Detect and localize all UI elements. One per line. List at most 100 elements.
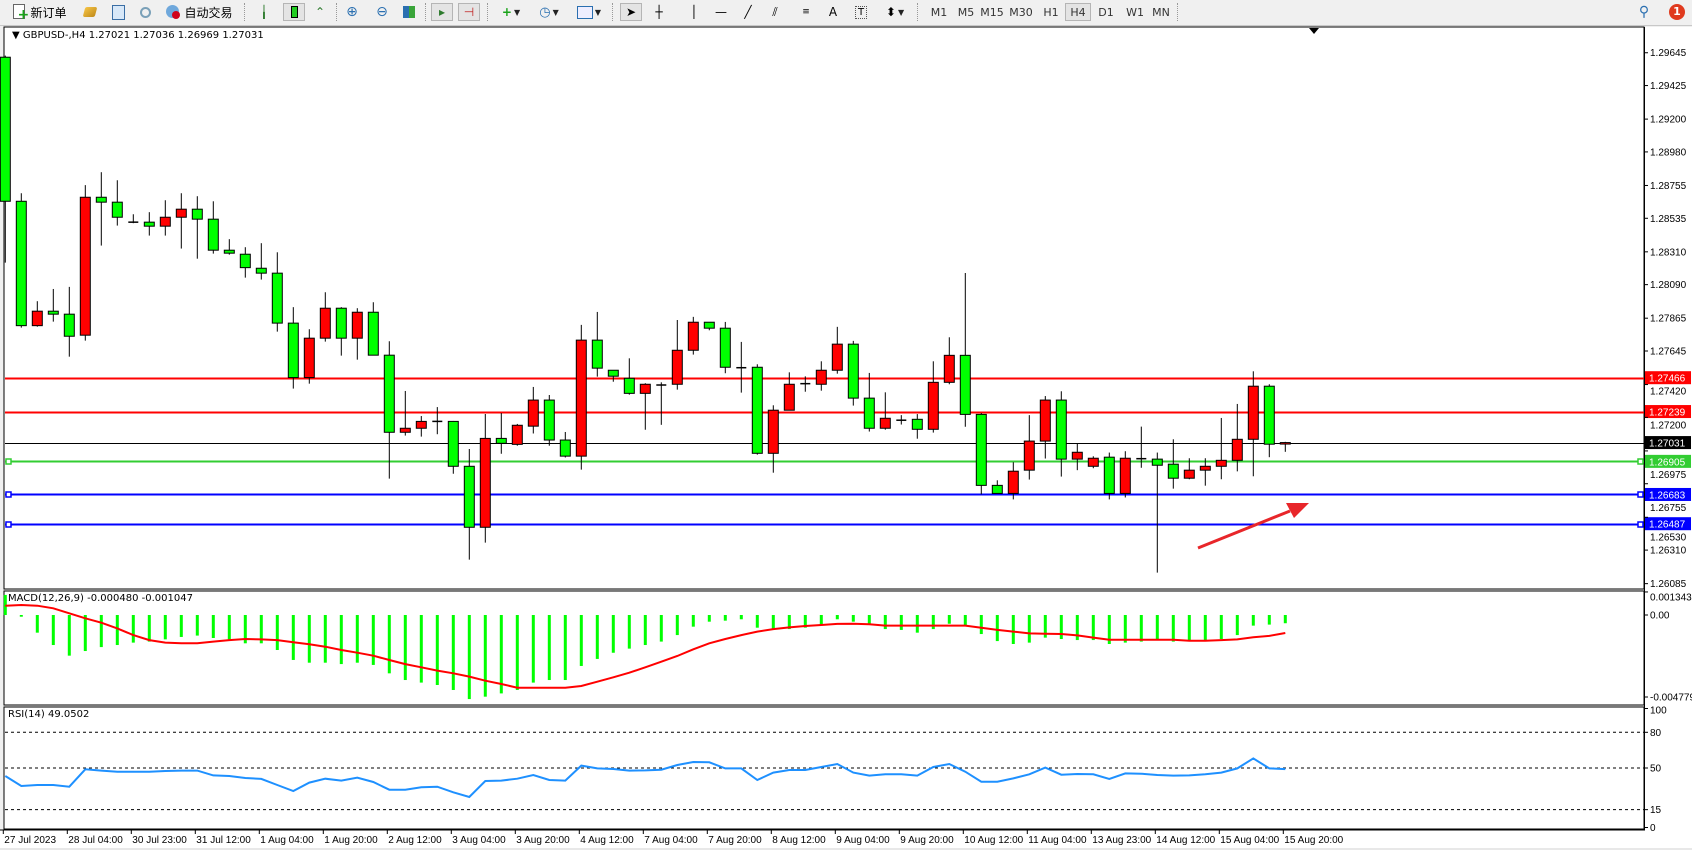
macd-histogram-bar [963,615,967,626]
time-axis[interactable] [0,830,1692,852]
candle-body [639,383,651,394]
macd-histogram-bar [67,615,71,656]
timeframe-m5-button[interactable]: M5 [957,5,975,19]
new-chart-dropdown[interactable]: + ▼ [496,3,526,21]
candlestick-chart-button[interactable] [283,3,305,21]
candle-body [719,327,731,368]
candle-body [47,310,59,315]
candle-body [0,56,11,202]
line-handle-marker[interactable] [5,521,12,528]
periods-dropdown[interactable]: ◷ ▼ [534,3,564,21]
timeframe-h1-button[interactable]: H1 [1043,5,1059,19]
vertical-line-tool-button[interactable]: │ [684,3,704,21]
candle [1263,384,1275,458]
timeframe-w1-button[interactable]: W1 [1126,5,1144,19]
candle [1183,458,1195,480]
timeframe-m1-button[interactable]: M1 [930,5,948,19]
timeframe-h4-button[interactable]: H4 [1065,3,1091,21]
cursor-tool-button[interactable]: ➤ [620,3,642,21]
timeframe-m30-button[interactable]: M30 [1009,5,1033,19]
candle-body [223,249,235,254]
arrows-dropdown[interactable]: ⬍ ▼ [879,3,911,21]
collapse-triangle-icon[interactable]: ▼ [12,30,23,41]
new-order-button[interactable]: + 新订单 [8,3,70,22]
line-chart-button[interactable]: ⌃ [310,3,330,21]
market-watch-button[interactable] [80,3,100,21]
horizontal-line-tool-button[interactable]: — [711,3,731,21]
candle [559,431,571,458]
timeframe-d1-button[interactable]: D1 [1098,5,1114,19]
candle [1215,417,1227,480]
candle-body [703,321,715,329]
toolbar: + 新订单 自动交易 ╽ ⌃ ⊕ ⊖ ▸ ⊣ + ▼ ◷ ▼ ▼ ➤ ┼ │ — ╱… [0,0,1692,26]
trendline-tool-button[interactable]: ╱ [738,3,758,21]
rsi-axis-label: 100 [1650,706,1667,717]
macd-histogram-bar [19,615,23,617]
bar-chart-button[interactable]: ╽ [254,3,274,21]
auto-scroll-button[interactable]: ▸ [431,3,453,21]
search-button[interactable]: ⚲ [1634,3,1654,21]
text-label-tool-button[interactable]: T [851,3,871,21]
candle-body [1183,469,1195,479]
candle [495,413,507,454]
candle [623,358,635,395]
navigator-button[interactable] [135,3,155,21]
zoom-out-button[interactable]: ⊖ [372,3,392,21]
candle-body [687,321,699,351]
chart-shift-button[interactable]: ⊣ [458,3,480,21]
time-axis-label: 10 Aug 12:00 [964,835,1023,846]
tile-windows-button[interactable] [399,3,419,21]
chart-shift-marker-icon[interactable] [1309,28,1319,34]
macd-histogram-bar [275,615,279,651]
main-chart-panel[interactable] [3,26,1645,590]
text-tool-button[interactable]: A [823,3,843,21]
macd-histogram-bar [83,615,87,652]
channel-tool-button[interactable]: ⫽ [765,3,785,21]
candle [831,326,843,374]
macd-signal-line [5,603,1286,689]
macd-histogram-bar [1219,615,1223,640]
time-axis-label: 9 Aug 20:00 [900,835,954,846]
candle-body [783,383,795,411]
fibonacci-tool-button[interactable]: ≡ [796,3,816,21]
zoom-out-icon: ⊖ [376,4,388,20]
candle-body [335,307,347,339]
candle-body [1071,451,1083,460]
zoom-in-button[interactable]: ⊕ [342,3,362,21]
price-axis[interactable] [1645,27,1692,830]
macd-histogram-bar [675,615,679,636]
macd-histogram-bar [339,615,343,665]
timeframe-mn-button[interactable]: MN [1152,5,1170,19]
notifications-button[interactable]: 1 [1666,3,1688,21]
line-handle-marker[interactable] [5,491,12,498]
price-tick-label: 1.27420 [1650,387,1687,398]
candle-body [1231,438,1243,461]
templates-dropdown[interactable]: ▼ [573,3,605,21]
candle-body [399,427,411,433]
candle-body [1023,440,1035,471]
dropdown-arrow-icon: ▼ [594,7,602,17]
timeframe-m15-button[interactable]: M15 [980,5,1004,19]
price-line-label: 1.26683 [1649,490,1686,501]
candle [767,405,779,473]
candle [383,341,395,479]
macd-panel[interactable] [3,590,1645,706]
time-axis-label: 7 Aug 04:00 [644,835,698,846]
candle-body [623,377,635,394]
time-axis-label: 3 Aug 04:00 [452,835,506,846]
candle [1199,458,1211,486]
time-axis-label: 1 Aug 20:00 [324,835,378,846]
macd-histogram-bar [1235,615,1239,636]
line-handle-marker[interactable] [5,458,12,465]
auto-trading-button[interactable]: 自动交易 [162,3,236,21]
time-axis-label: 8 Aug 12:00 [772,835,826,846]
line-handle-marker[interactable] [1637,458,1644,465]
data-window-button[interactable] [108,3,128,21]
candle [1247,371,1259,477]
line-handle-marker[interactable] [1637,521,1644,528]
crosshair-tool-button[interactable]: ┼ [649,3,669,21]
price-line-label-box [1645,454,1691,468]
line-handle-marker[interactable] [1637,491,1644,498]
candle [1231,403,1243,472]
